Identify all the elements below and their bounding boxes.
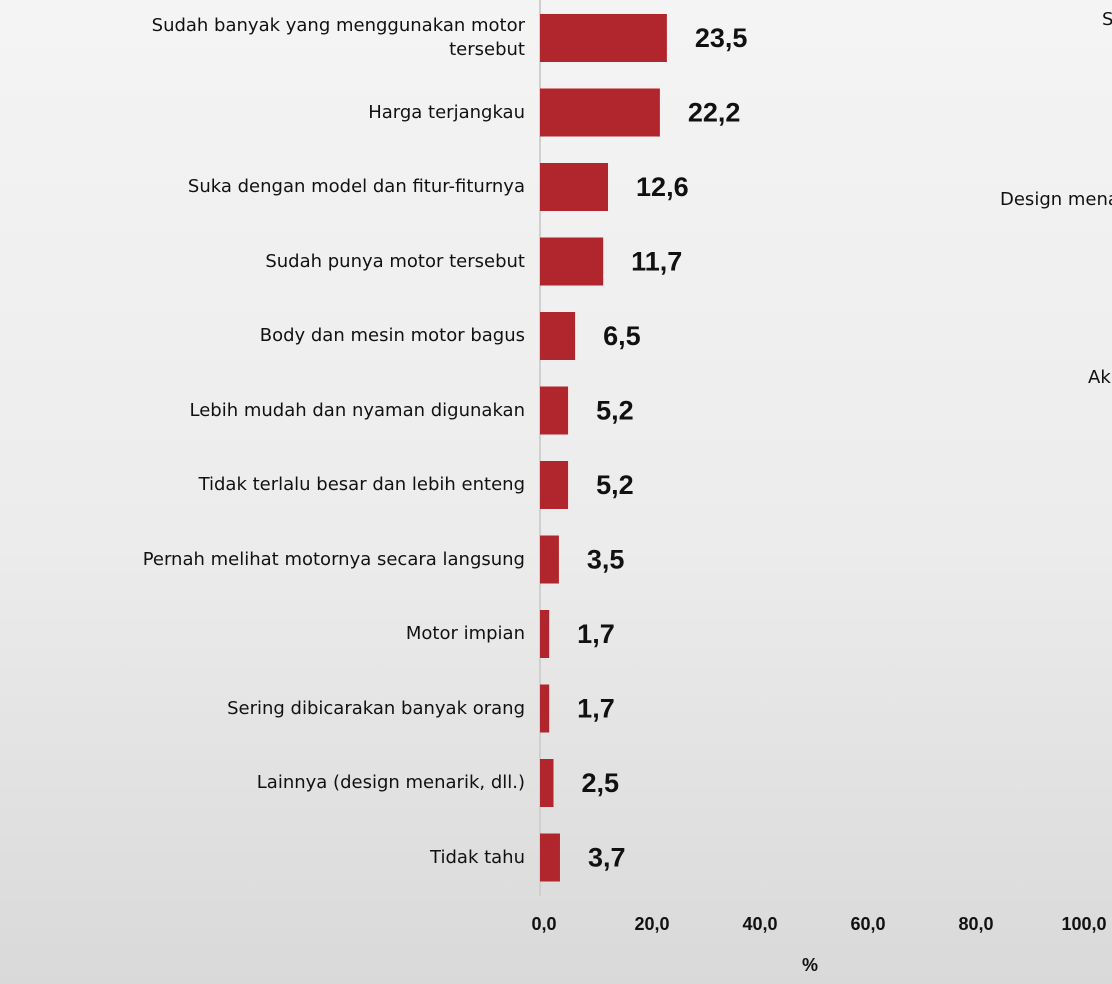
clipped-label: Ak — [1088, 367, 1111, 388]
y-tick-label: Suka dengan model dan fitur-fiturnya — [75, 175, 525, 199]
x-tick-label: 20,0 — [634, 914, 669, 934]
bar — [540, 89, 660, 137]
value-label: 2,5 — [582, 768, 620, 798]
y-tick-label: Sering dibicarakan banyak orang — [75, 697, 525, 721]
value-label: 3,5 — [587, 545, 625, 575]
y-tick-label: Tidak tahu — [75, 846, 525, 870]
value-label: 11,7 — [631, 247, 682, 277]
bar — [540, 14, 667, 62]
y-tick-label: Motor impian — [75, 622, 525, 646]
value-label: 5,2 — [596, 470, 634, 500]
y-tick-label: Lebih mudah dan nyaman digunakan — [75, 399, 525, 423]
bar — [540, 461, 568, 509]
y-tick-label: Lainnya (design menarik, dll.) — [75, 771, 525, 795]
y-tick-label: Sudah punya motor tersebut — [75, 250, 525, 274]
bar — [540, 387, 568, 435]
x-tick-label: 0,0 — [531, 914, 556, 934]
y-tick-label: Body dan mesin motor bagus — [75, 324, 525, 348]
bar — [540, 834, 560, 882]
bar — [540, 238, 603, 286]
x-tick-label: 80,0 — [958, 914, 993, 934]
value-label: 22,2 — [688, 98, 741, 128]
bar — [540, 610, 549, 658]
value-label: 1,7 — [577, 619, 615, 649]
value-label: 3,7 — [588, 843, 626, 873]
x-axis-label: % — [802, 955, 818, 975]
x-tick-label: 100,0 — [1061, 914, 1106, 934]
value-label: 12,6 — [636, 172, 689, 202]
x-tick-label: 40,0 — [742, 914, 777, 934]
bar — [540, 685, 549, 733]
value-label: 23,5 — [695, 23, 748, 53]
bar — [540, 759, 554, 807]
clipped-label: Design mena — [1000, 189, 1112, 210]
y-tick-label: Harga terjangkau — [75, 101, 525, 125]
bar — [540, 536, 559, 584]
bar — [540, 163, 608, 211]
x-tick-label: 60,0 — [850, 914, 885, 934]
bar — [540, 312, 575, 360]
clipped-label: S — [1102, 9, 1112, 30]
y-tick-label: Pernah melihat motornya secara langsung — [75, 548, 525, 572]
chart: S Design mena Ak % 0,0 20,0 40,0 60,0 80,0 10… — [0, 0, 1112, 984]
y-tick-label: Tidak terlalu besar dan lebih enteng — [75, 473, 525, 497]
value-label: 5,2 — [596, 396, 634, 426]
y-tick-label: Sudah banyak yang menggunakan motor ters… — [75, 14, 525, 62]
value-label: 6,5 — [603, 321, 641, 351]
value-label: 1,7 — [577, 694, 615, 724]
